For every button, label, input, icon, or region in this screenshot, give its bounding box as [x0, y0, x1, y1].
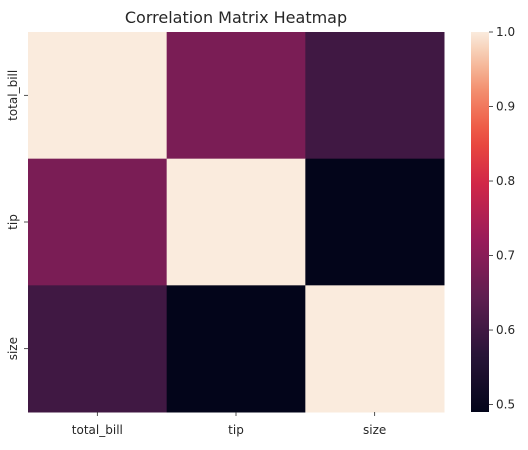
heatmap-cell-tip-tip [166, 158, 306, 286]
colorbar-tick-label: 0.7 [496, 249, 515, 263]
heatmap-cell-total_bill-total_bill [28, 32, 168, 160]
heatmap-cell-tip-size [305, 158, 445, 286]
colorbar-tick-label: 0.6 [496, 323, 515, 337]
x-tick-label: tip [228, 423, 244, 437]
y-tick-label: total_bill [6, 70, 20, 121]
colorbar: 0.5 0.6 0.7 0.8 0.9 1.0 [471, 25, 515, 412]
heatmap-cells [28, 32, 445, 413]
chart-title: Correlation Matrix Heatmap [125, 8, 347, 27]
x-tick-label: total_bill [72, 423, 123, 437]
colorbar-tick-label: 0.5 [496, 398, 515, 412]
heatmap-cell-total_bill-size [305, 32, 445, 160]
colorbar-tick-label: 1.0 [496, 25, 515, 39]
heatmap-cell-size-total_bill [28, 285, 168, 413]
colorbar-gradient [471, 32, 489, 412]
y-tick-label: size [6, 337, 20, 360]
heatmap-cell-total_bill-tip [166, 32, 306, 160]
heatmap-cell-tip-total_bill [28, 158, 168, 286]
colorbar-tick-label: 0.9 [496, 100, 515, 114]
heatmap-cell-size-size [305, 285, 445, 413]
x-tick-label: size [363, 423, 386, 437]
y-tick-label: tip [6, 214, 20, 230]
x-axis-ticks: total_bill tip size [72, 412, 386, 437]
colorbar-tick-label: 0.8 [496, 174, 515, 188]
heatmap-cell-size-tip [166, 285, 306, 413]
